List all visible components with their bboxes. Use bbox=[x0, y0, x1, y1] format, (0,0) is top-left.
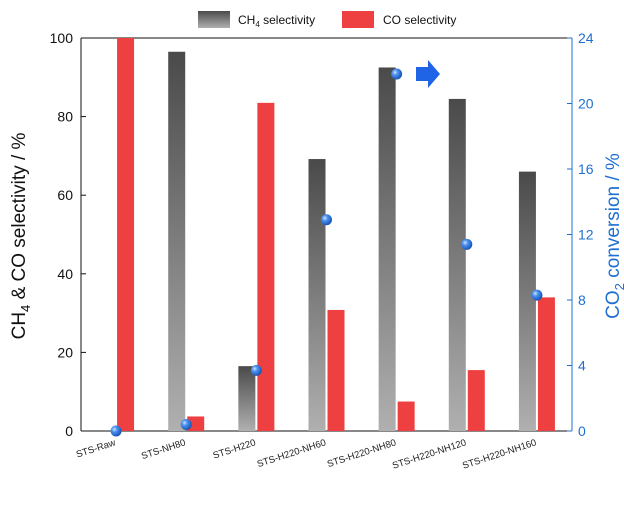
legend-swatch-co bbox=[342, 11, 374, 28]
right-tick-label: 0 bbox=[578, 423, 586, 439]
left-tick-label: 40 bbox=[57, 266, 73, 282]
legend: CH4 selectivity CO selectivity bbox=[198, 11, 456, 29]
left-axis-title: CH4 & CO selectivity / % bbox=[9, 133, 33, 340]
right-tick-label: 12 bbox=[578, 227, 594, 243]
category-label: STS-NH80 bbox=[140, 437, 187, 462]
bar-ch4-selectivity bbox=[378, 67, 396, 431]
right-tick-label: 20 bbox=[578, 96, 594, 112]
bar-co-selectivity bbox=[187, 416, 205, 431]
bar-co-selectivity bbox=[467, 370, 485, 431]
legend-label-co: CO selectivity bbox=[383, 13, 456, 27]
right-tick-label: 4 bbox=[578, 358, 586, 374]
bars bbox=[117, 38, 555, 431]
bar-co-selectivity bbox=[257, 102, 275, 431]
bar-co-selectivity bbox=[117, 38, 135, 431]
co2-conversion-point bbox=[531, 289, 543, 301]
co2-conversion-point bbox=[250, 364, 262, 376]
category-label: STS-Raw bbox=[75, 437, 117, 460]
co2-conversion-point bbox=[461, 238, 473, 250]
plot-frame bbox=[80, 37, 573, 432]
co2-conversion-point bbox=[321, 214, 332, 226]
left-tick-label: 60 bbox=[57, 187, 73, 203]
bar-ch4-selectivity bbox=[308, 159, 326, 431]
category-label: STS-H220-NH60 bbox=[256, 437, 328, 470]
legend-label-ch4: CH4 selectivity bbox=[238, 13, 315, 29]
category-labels: STS-Raw STS-NH80 STS-H220STS-H220-NH60STS-… bbox=[75, 437, 538, 471]
left-tick-label: 100 bbox=[50, 30, 74, 46]
conversion-markers bbox=[110, 68, 543, 437]
right-axis-ticks: 0 4 8 12 16 20 24 bbox=[567, 30, 594, 439]
bar-ch4-selectivity bbox=[518, 171, 536, 431]
category-label: STS-H220-NH160 bbox=[461, 437, 538, 471]
category-label: STS-H220-NH120 bbox=[391, 437, 468, 471]
co2-conversion-point bbox=[180, 418, 192, 430]
co2-conversion-point bbox=[391, 68, 403, 80]
left-tick-label: 0 bbox=[65, 423, 73, 439]
category-label: STS-H220 bbox=[212, 437, 258, 461]
right-tick-label: 8 bbox=[578, 292, 586, 308]
right-axis-title: CO2 conversion / % bbox=[603, 153, 624, 319]
legend-swatch-ch4 bbox=[198, 11, 230, 28]
co2-conversion-point bbox=[110, 425, 122, 437]
left-axis-ticks: 0 20 40 60 80 100 bbox=[50, 30, 86, 439]
right-tick-label: 24 bbox=[578, 30, 594, 46]
bar-co-selectivity bbox=[397, 401, 415, 431]
bar-co-selectivity bbox=[537, 297, 555, 431]
bar-ch4-selectivity bbox=[448, 98, 466, 431]
left-tick-label: 20 bbox=[57, 344, 73, 360]
bar-ch4-selectivity bbox=[238, 366, 256, 431]
arrow-right-icon bbox=[416, 60, 440, 88]
left-tick-label: 80 bbox=[57, 109, 73, 125]
category-label: STS-H220-NH80 bbox=[326, 437, 398, 470]
right-tick-label: 16 bbox=[578, 161, 594, 177]
bar-ch4-selectivity bbox=[168, 51, 186, 431]
bar-co-selectivity bbox=[327, 309, 345, 431]
